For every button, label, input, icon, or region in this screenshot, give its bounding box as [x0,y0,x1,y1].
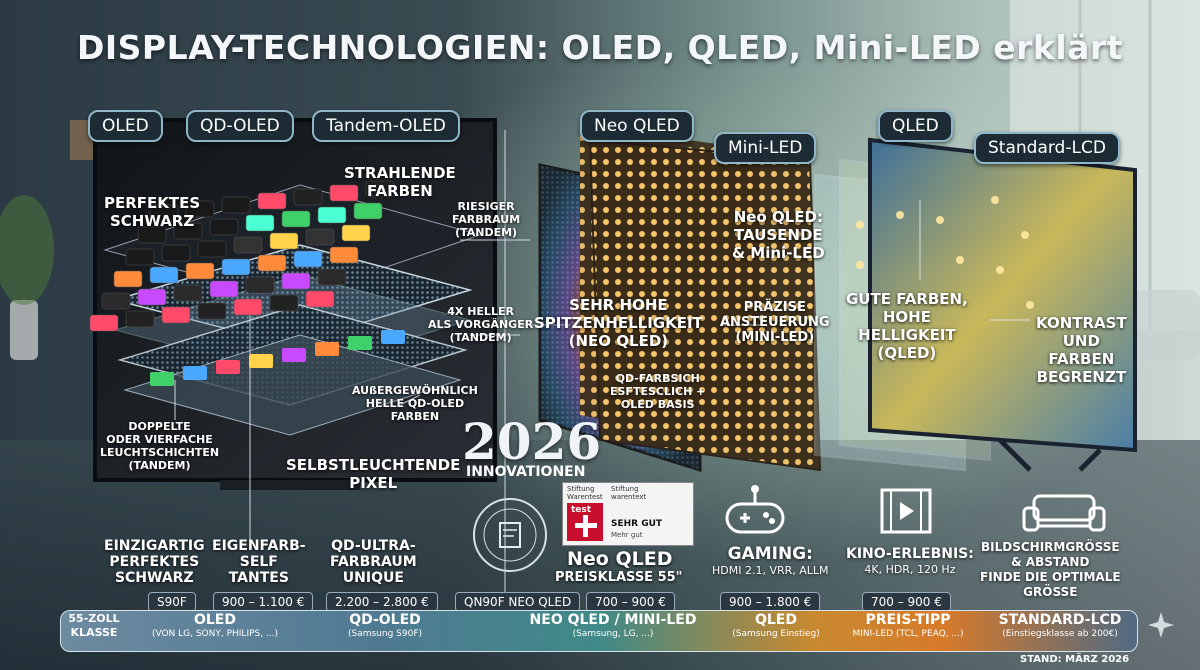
label-praezise: PRÄZISE ANSTEUERUNG (MINI-LED) [720,300,830,345]
pill-oled: OLED [88,110,163,142]
page-title: DISPLAY-TECHNOLOGIEN: OLED, QLED, Mini-L… [76,28,1124,67]
sofa-icon [1022,494,1106,532]
label-selbstleuchtende: SELBSTLEUCHTENDE PIXEL [286,456,461,492]
gamepad-icon [725,485,785,534]
price-kino: 700 – 900 € [862,592,951,612]
band-preis-tipp: PREIS-TIPP MINI-LED (TCL, PEAQ, ...) [852,612,964,639]
price-qn90f: QN90F NEO QLED [455,592,581,612]
test-badge: Stiftung Warentest test Stiftung warente… [562,482,694,546]
label-kontrast: KONTRAST UND FARBEN BEGRENZT [1036,314,1127,386]
innovation-year: 2026 [462,412,602,471]
band-qd-oled: QD-OLED (Samsung S90F) [347,612,423,639]
stand-date: STAND: MÄRZ 2026 [1020,654,1130,665]
pill-tandem-oled: Tandem-OLED [312,110,460,142]
sparkle-icon [1148,612,1174,638]
band-klasse: 55-ZOLL KLASSE [68,612,120,639]
feature-perfektes-schwarz: EINZIGARTIG PERFEKTES SCHWARZ [104,538,205,586]
label-gute-farben: GUTE FARBEN, HOHE HELLIGKEIT (QLED) [846,290,968,362]
neo-qled-heading: Neo QLED [567,548,673,570]
label-4x-heller: 4X HELLER ALS VORGÄNGER (TANDEM) [428,305,534,344]
label-riesiger-farbraum: RIESIGER FARBRAUM (TANDEM) [452,200,521,239]
band-oled: OLED (VON LG, SONY, PHILIPS, ...) [151,612,279,639]
innovation-text: INNOVATIONEN [466,464,586,480]
class-band [60,610,1138,652]
pill-neo-qled: Neo QLED [580,110,694,142]
price-neo: 700 – 900 € [586,592,675,612]
pill-mini-led: Mini-LED [714,132,817,164]
label-tausende: Neo QLED: TAUSENDE & Mini-LED [732,208,825,262]
neo-qled-preisklasse: PREISKLASSE 55" [555,570,683,585]
kino-feature: KINO-ERLEBNIS: 4K, HDR, 120 Hz [846,546,974,576]
feature-qd-ultra: QD-ULTRA- FARBRAUM UNIQUE [330,538,417,586]
gaming-feature: GAMING: HDMI 2.1, VRR, ALLM [712,544,829,578]
band-neo-qled: NEO QLED / MINI-LED (Samsung, LG, ...) [529,612,697,639]
price-oled: 900 – 1.100 € [213,592,314,612]
label-aussergewoehnlich: AUßERGEWÖHNLICH HELLE QD-OLED FARBEN [352,384,478,423]
label-doppelte: DOPPELTE ODER VIERFACHE LEUCHTSCHICHTEN … [100,420,220,472]
price-qd-oled: 2.200 – 2.800 € [326,592,438,612]
band-qled: QLED (Samsung Einstieg) [732,612,820,639]
test-logo-icon: test [567,503,603,541]
seal-icon [473,498,547,572]
pill-qled: QLED [878,110,953,142]
pill-standard-lcd: Standard-LCD [974,132,1120,164]
label-sehr-hohe: SEHR HOHE SPITZENHELLIGKEIT (NEO QLED) [534,296,703,350]
label-perfektes-schwarz: PERFEKTES SCHWARZ [104,194,201,230]
feature-eigenfarb: EIGENFARB- SELF TANTES [212,538,306,586]
band-standard-lcd: STANDARD-LCD (Einstiegsklasse ab 200€) [998,612,1122,639]
label-strahlende-farben: STRAHLENDE FARBEN [344,164,456,200]
label-qd-farb: QD-FARBSICH ESFTESCLICH + OLED BASIS [610,372,706,411]
film-icon [880,488,932,534]
bild-feature: BILDSCHIRMGRÖSSE & ABSTAND FINDE DIE OPT… [980,540,1121,599]
price-gaming: 900 – 1.800 € [720,592,821,612]
pill-qd-oled: QD-OLED [186,110,294,142]
price-s90f: S90F [148,592,196,612]
